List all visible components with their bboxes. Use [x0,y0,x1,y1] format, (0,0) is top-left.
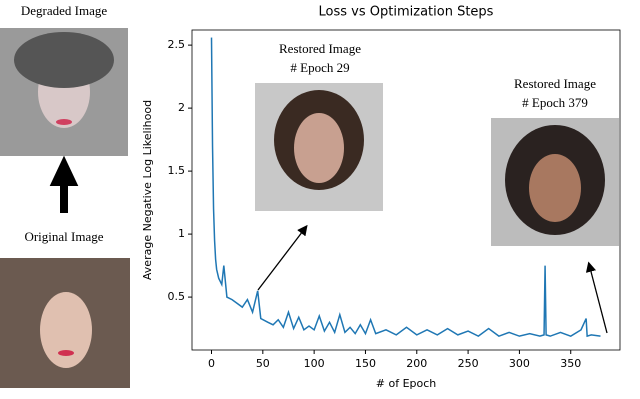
chart-title: Loss vs Optimization Steps [319,5,494,20]
x-tick-label: 300 [509,357,530,370]
x-axis-label: # of Epoch [376,377,437,390]
restored-image-29 [255,83,383,211]
up-arrow [49,155,79,213]
arrow [257,224,308,291]
x-tick-label: 50 [256,357,270,370]
y-tick-label: 1.5 [168,164,186,177]
annotation: Restored Image [514,76,596,91]
y-tick-label: 0.5 [168,290,186,303]
x-tick-label: 350 [560,357,581,370]
original-image [0,258,130,388]
x-tick-label: 250 [458,357,479,370]
annotation: # Epoch 29 [290,60,349,75]
x-tick-label: 200 [406,357,427,370]
y-tick-label: 1 [178,227,185,240]
y-tick-label: 2 [178,101,185,114]
annotation: Restored Image [279,41,361,56]
degraded-image [0,28,128,156]
loss-line [210,37,601,338]
annotation: # Epoch 379 [522,95,588,110]
annotation: Degraded Image [21,3,107,18]
y-tick-label: 2.5 [168,38,186,51]
plot-frame [191,29,621,351]
annotation: Original Image [24,229,103,244]
arrow [585,261,608,334]
x-tick-label: 0 [208,357,215,370]
x-tick-label: 150 [355,357,376,370]
x-tick-label: 100 [304,357,325,370]
restored-image-379 [491,118,619,246]
y-axis-label: Average Negative Log Likelihood [141,100,154,280]
